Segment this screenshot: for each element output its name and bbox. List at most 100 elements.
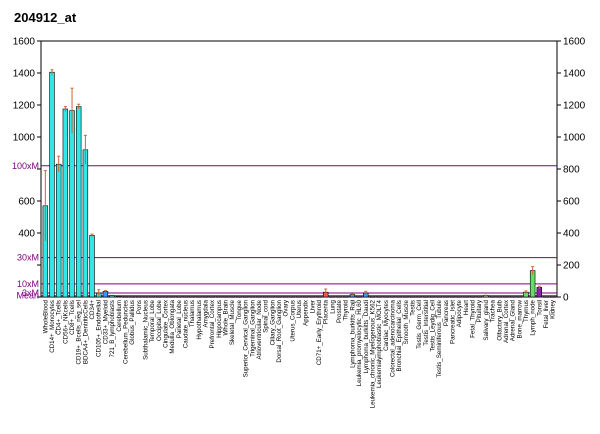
bar xyxy=(376,296,382,298)
bar xyxy=(449,296,456,298)
category-label: Pancreatic_Islet xyxy=(450,300,457,344)
bar xyxy=(436,296,442,298)
category-label: Hypothalamus xyxy=(196,300,203,340)
bar xyxy=(443,296,449,298)
bar xyxy=(189,296,195,298)
bar xyxy=(456,296,462,298)
bar xyxy=(403,296,409,298)
category-label: Skeletal_Muscle xyxy=(229,299,236,345)
bar xyxy=(289,296,296,298)
category-label: Prostate xyxy=(336,299,343,323)
category-label: Amygdala xyxy=(203,299,210,327)
category-label: Colorectal_adenocarcinoma xyxy=(389,299,396,377)
category-label: Subthalamic_Nucleus xyxy=(142,300,149,360)
category-label: CD4+_Tcells xyxy=(56,300,63,335)
category-label: Dorsal_Root_Ganglion xyxy=(276,299,283,362)
bar xyxy=(356,296,362,298)
reference-line-label: 3xM xyxy=(22,288,39,298)
right-tick-label: 800 xyxy=(563,165,580,176)
right-tick-label: 1000 xyxy=(563,133,586,144)
category-label: CD34+ xyxy=(89,300,96,320)
left-tick-label: 1600 xyxy=(13,37,36,48)
category-label: Leukemia_chronic_Myelogenous_K562 xyxy=(369,299,376,408)
bar xyxy=(116,295,122,298)
right-tick-label: 400 xyxy=(563,229,580,240)
bar xyxy=(69,110,75,298)
bar xyxy=(222,296,229,298)
bar xyxy=(549,296,556,298)
category-label: Pancreas xyxy=(443,300,450,326)
category-label: Olfactory_Bulb xyxy=(496,299,503,340)
category-label: Hippocampus xyxy=(216,300,223,338)
bar xyxy=(229,296,235,298)
category-label: Tongue xyxy=(236,299,243,320)
category-label: Globus_Pallidus xyxy=(129,300,136,345)
category-label: Adrenal_Cortex xyxy=(503,299,510,343)
category-label: CD33+_Myeloid xyxy=(102,299,109,344)
left-tick-label: 1000 xyxy=(13,133,36,144)
bar xyxy=(423,296,429,298)
category-label: Superior_Cervical_Ganglion xyxy=(243,299,250,377)
category-label: 721_B_lymphoblasts xyxy=(109,300,116,357)
bar xyxy=(149,296,155,298)
category-label: Fetal_Thyroid xyxy=(470,299,477,337)
category-label: Ciliary_Ganglion xyxy=(269,299,276,345)
category-label: Trachea xyxy=(490,299,497,322)
category-label: Lymphoma_burkitts_Raji xyxy=(349,300,356,368)
bar xyxy=(383,296,389,298)
category-label: Uterus xyxy=(296,300,303,318)
left-tick-label: 1200 xyxy=(13,101,36,112)
bar xyxy=(369,296,376,298)
category-label: Appendix xyxy=(303,299,310,326)
category-label: CD14+_Monocytes xyxy=(49,300,56,353)
bar xyxy=(309,296,316,298)
category-label: Pituitary xyxy=(476,299,483,322)
category-label: Liver xyxy=(309,300,316,313)
left-tick-label: 1400 xyxy=(13,69,36,80)
category-label: Testis_Seminiferous_Tubule xyxy=(436,299,443,377)
bar xyxy=(329,296,336,298)
bar xyxy=(102,291,109,298)
bar xyxy=(282,296,289,298)
category-label: CD105+_Endothelial xyxy=(96,300,103,357)
reference-line-label: 10xM xyxy=(17,279,39,289)
bar xyxy=(109,295,115,298)
bar xyxy=(62,108,69,298)
bar xyxy=(49,71,55,298)
category-label: Leukemia_promyelocytic_HL60 xyxy=(356,299,363,386)
bar xyxy=(55,163,62,298)
reference-line-label: 100xM xyxy=(12,161,39,171)
right-tick-label: 600 xyxy=(563,197,580,208)
right-tick-label: 200 xyxy=(563,261,580,272)
category-label: Adipocyte xyxy=(456,299,463,327)
bar xyxy=(476,296,482,298)
category-label: Salivary_gland xyxy=(483,299,490,340)
bar xyxy=(202,296,209,298)
bar xyxy=(176,296,182,298)
right-tick-label: 1400 xyxy=(563,69,586,80)
bar xyxy=(489,296,496,298)
bar xyxy=(336,296,342,298)
category-label: Thalamus xyxy=(189,300,196,327)
left-tick-label: 600 xyxy=(18,197,35,208)
category-label: Whole_Brain xyxy=(223,299,230,335)
bar xyxy=(142,296,149,298)
bar xyxy=(269,296,276,298)
category-label: CD19+_Bcells_neg_sel xyxy=(76,300,83,365)
bar xyxy=(509,296,516,298)
bar xyxy=(256,296,262,298)
bar xyxy=(129,296,135,298)
bar xyxy=(536,287,543,298)
chart-title: 204912_at xyxy=(14,10,77,25)
bar xyxy=(262,296,269,298)
bar xyxy=(316,296,322,298)
category-label: CD56+_NKcells xyxy=(62,300,69,344)
bar xyxy=(469,296,476,298)
category-label: Thymus xyxy=(523,300,530,322)
left-tick-label: 400 xyxy=(18,229,35,240)
bar xyxy=(416,296,422,298)
bar xyxy=(516,296,522,298)
category-label: Uterus_Corpus xyxy=(289,300,296,342)
bar xyxy=(409,296,416,298)
